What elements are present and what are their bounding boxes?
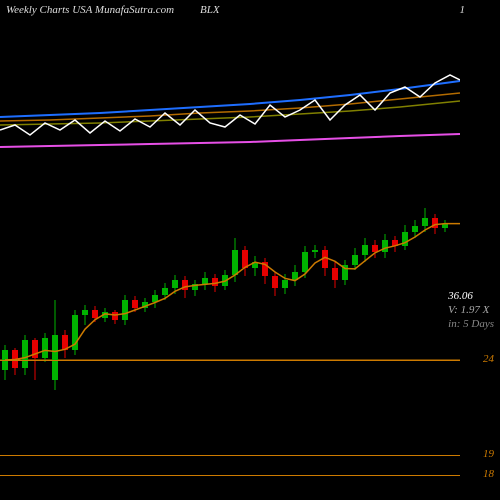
candlestick-panel [0, 190, 460, 400]
candle-body [132, 300, 138, 308]
candle-body [422, 218, 428, 226]
price-info-box: 36.06 V: 1.97 X in: 5 Days [448, 290, 494, 330]
candle-body [212, 278, 218, 286]
candle-body [312, 250, 318, 252]
support-line [0, 475, 460, 476]
candle-body [232, 250, 238, 275]
indicator-line [0, 134, 460, 147]
candle-body [382, 240, 388, 252]
candle-body [242, 250, 248, 268]
y-axis-label: 24 [483, 353, 494, 365]
candle-body [302, 252, 308, 272]
support-line [0, 360, 460, 361]
candle-body [22, 340, 28, 368]
candle-body [282, 280, 288, 288]
candle-body [272, 276, 278, 288]
candle-body [202, 278, 208, 284]
y-axis-label: 19 [483, 448, 494, 460]
indicator-panel [0, 25, 460, 175]
y-axis-label: 18 [483, 468, 494, 480]
chart-title: Weekly Charts USA MunafaSutra.com [6, 4, 174, 16]
chart-header: Weekly Charts USA MunafaSutra.com BLX 1 [0, 4, 500, 24]
candle-body [172, 280, 178, 288]
candle-body [332, 268, 338, 280]
candle-body [82, 310, 88, 315]
candle-body [122, 300, 128, 320]
days-label: in: 5 Days [448, 318, 494, 330]
support-line [0, 455, 460, 456]
candle-body [52, 335, 58, 380]
candle-body [412, 226, 418, 232]
candle-body [112, 312, 118, 320]
candle-body [352, 255, 358, 265]
chart-ticker: BLX [200, 4, 220, 16]
page-number: 1 [460, 4, 466, 16]
volume-label: V: 1.97 X [448, 304, 494, 316]
last-price: 36.06 [448, 290, 494, 302]
candle-body [162, 288, 168, 295]
candle-body [92, 310, 98, 318]
candle-body [372, 245, 378, 252]
candle-body [362, 245, 368, 255]
candle-body [42, 338, 48, 358]
